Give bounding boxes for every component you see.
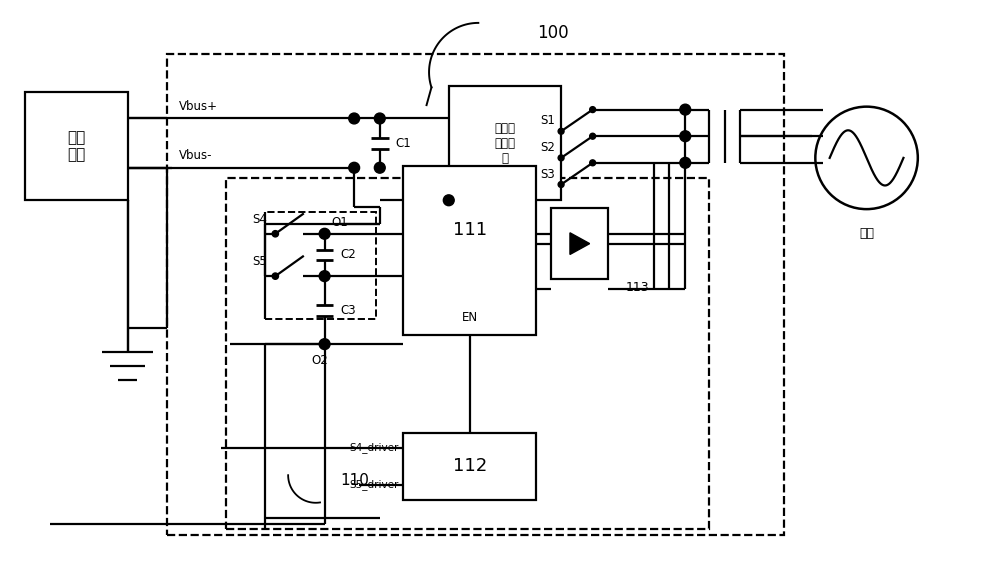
Bar: [403, 433, 536, 500]
Circle shape: [558, 155, 564, 161]
Bar: [25, 92, 128, 200]
Text: 113: 113: [626, 281, 650, 294]
Text: S4: S4: [253, 213, 267, 226]
Circle shape: [272, 231, 278, 237]
Text: Vbus+: Vbus+: [179, 99, 218, 112]
Circle shape: [680, 158, 691, 168]
Text: 100: 100: [537, 24, 569, 42]
Circle shape: [319, 228, 330, 239]
Text: S2: S2: [540, 141, 555, 154]
Polygon shape: [570, 233, 590, 255]
Text: 交直流
转换电
路: 交直流 转换电 路: [494, 122, 515, 164]
Text: 110: 110: [340, 473, 369, 488]
Circle shape: [590, 160, 596, 166]
Text: S1: S1: [540, 114, 555, 127]
Text: S5_driver: S5_driver: [349, 480, 399, 490]
Circle shape: [590, 107, 596, 112]
Circle shape: [558, 128, 564, 134]
Text: Vbus-: Vbus-: [179, 149, 212, 162]
Circle shape: [272, 273, 278, 279]
Circle shape: [443, 195, 454, 206]
Circle shape: [374, 113, 385, 124]
Text: S4_driver: S4_driver: [349, 442, 399, 453]
Text: S5: S5: [253, 255, 267, 268]
Bar: [551, 208, 608, 279]
Circle shape: [680, 131, 691, 142]
Bar: [403, 166, 536, 335]
Text: O2: O2: [311, 354, 328, 367]
Circle shape: [590, 133, 596, 139]
Circle shape: [558, 182, 564, 187]
Bar: [265, 212, 376, 319]
Circle shape: [374, 162, 385, 173]
Circle shape: [319, 271, 330, 282]
Text: 光伏
组件: 光伏 组件: [67, 130, 85, 162]
Circle shape: [319, 339, 330, 349]
Text: C3: C3: [340, 304, 356, 317]
Bar: [226, 178, 709, 529]
Circle shape: [349, 113, 360, 124]
Circle shape: [680, 104, 691, 115]
Text: O1: O1: [331, 216, 348, 229]
Circle shape: [349, 162, 360, 173]
Text: C1: C1: [396, 136, 411, 150]
Text: 112: 112: [453, 457, 487, 475]
Bar: [449, 86, 561, 200]
Text: 电网: 电网: [859, 227, 874, 240]
Text: S3: S3: [540, 167, 555, 180]
Text: EN: EN: [462, 311, 478, 324]
Text: 111: 111: [453, 221, 487, 239]
Bar: [167, 54, 784, 535]
Text: C2: C2: [340, 248, 356, 262]
